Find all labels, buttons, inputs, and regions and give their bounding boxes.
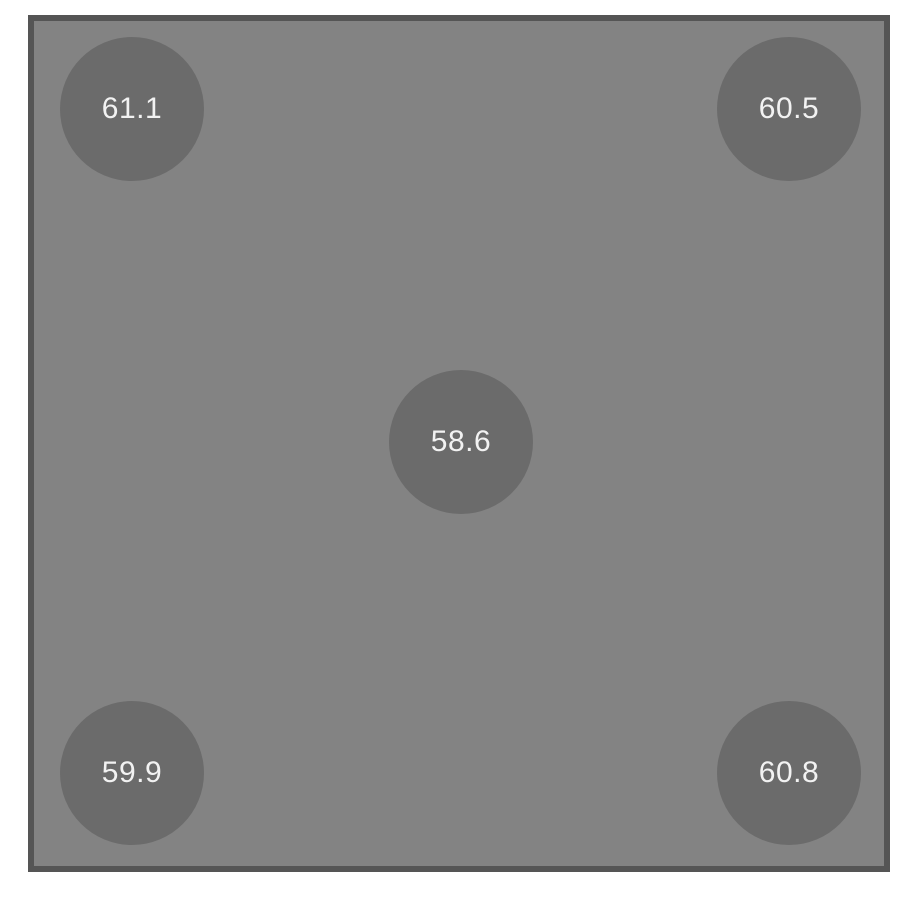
reading-label: 60.5 xyxy=(759,92,819,126)
reading-label: 61.1 xyxy=(102,92,162,126)
reading-label: 58.6 xyxy=(431,425,491,459)
reading-bottom-right: 60.8 xyxy=(717,701,861,845)
reading-center: 58.6 xyxy=(389,370,533,514)
reading-label: 59.9 xyxy=(102,756,162,790)
reading-bottom-left: 59.9 xyxy=(60,701,204,845)
reading-top-left: 61.1 xyxy=(60,37,204,181)
reading-label: 60.8 xyxy=(759,756,819,790)
reading-top-right: 60.5 xyxy=(717,37,861,181)
